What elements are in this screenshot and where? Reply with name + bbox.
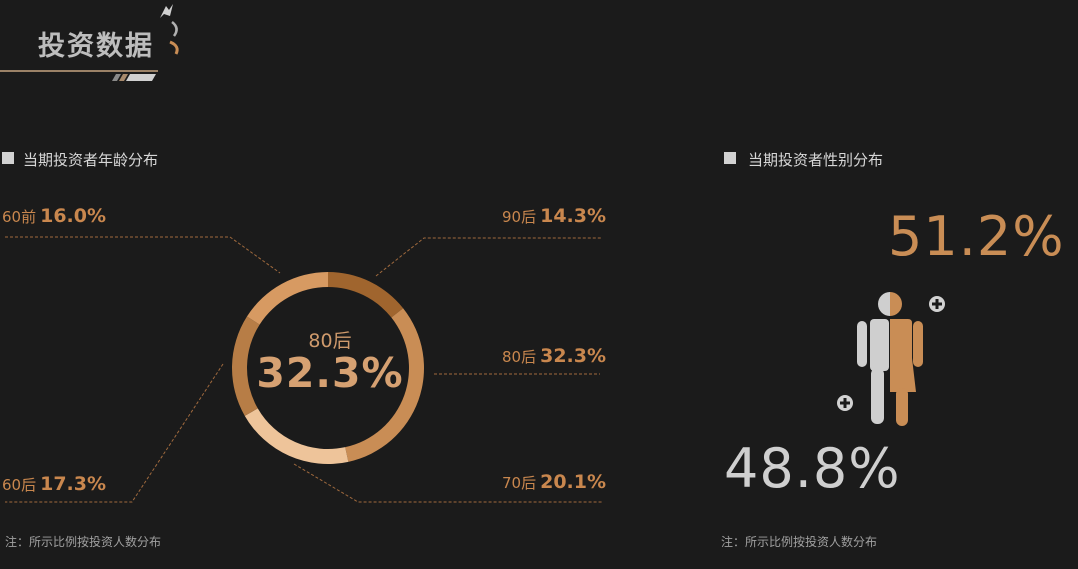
female-figure-icon [890, 292, 923, 426]
leader-line-60qian [5, 236, 281, 274]
label-80-category: 80后 [502, 348, 537, 366]
gender-note: 注：所示比例按投资人数分布 [721, 535, 878, 549]
label-70-value: 20.1% [540, 471, 607, 493]
label-90: 90后 14.3% [502, 205, 606, 227]
label-80-value: 32.3% [540, 345, 607, 367]
label-60qian: 60前 16.0% [2, 205, 106, 227]
label-90-category: 90后 [502, 208, 537, 226]
section-marker-icon [724, 152, 736, 164]
gender-pictogram-icon [857, 292, 923, 426]
label-60-value: 17.3% [40, 473, 107, 495]
leader-line-90 [375, 237, 602, 277]
label-60qian-category: 60前 [2, 208, 37, 226]
page-title: 投资数据 [38, 31, 154, 62]
swoosh-decoration-icon [160, 4, 179, 55]
donut-center-category: 80后 [308, 330, 352, 352]
donut-segment-1 [328, 272, 404, 318]
leader-line-70 [293, 463, 602, 503]
donut-segment-4 [232, 316, 260, 416]
label-70: 70后 20.1% [502, 471, 606, 493]
label-70-category: 70后 [502, 474, 537, 492]
label-80: 80后 32.3% [502, 345, 606, 367]
label-60: 60后 17.3% [2, 473, 106, 495]
donut-segment-5 [246, 272, 328, 325]
header-underline [0, 70, 158, 72]
label-60qian-value: 16.0% [40, 205, 107, 227]
male-percentage: 48.8% [724, 437, 901, 500]
label-60-category: 60后 [2, 476, 37, 494]
male-figure-icon [857, 292, 890, 424]
female-percentage: 51.2% [888, 205, 1065, 268]
label-90-value: 14.3% [540, 205, 607, 227]
section-marker-icon [2, 152, 14, 164]
gender-section-title: 当期投资者性别分布 [748, 151, 884, 169]
age-section-title: 当期投资者年龄分布 [23, 151, 159, 169]
leader-line-60 [5, 363, 224, 503]
stripe-decoration-icon [112, 74, 156, 81]
donut-segment-3 [244, 408, 349, 464]
age-note: 注：所示比例按投资人数分布 [5, 535, 162, 549]
male-plus-icon [837, 395, 853, 411]
female-plus-icon [929, 296, 945, 312]
donut-center-value: 32.3% [256, 349, 404, 397]
donut-segment-2 [345, 308, 425, 462]
